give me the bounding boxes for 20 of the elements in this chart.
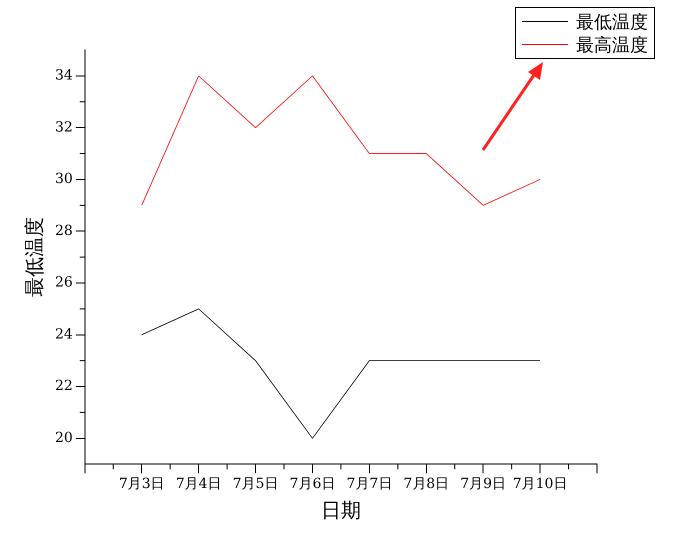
legend-label: 最低温度 (576, 10, 648, 34)
y-tick-label: 32 (54, 119, 73, 136)
y-axis-title: 最低温度 (22, 217, 46, 298)
y-tick-label: 24 (54, 326, 73, 342)
x-tick-label: 7月7日 (346, 476, 392, 492)
x-tick-label: 7月8日 (403, 476, 450, 492)
y-tick-label: 30 (54, 171, 73, 188)
x-tick-label: 7月6日 (290, 476, 336, 492)
y-tick-label: 28 (54, 222, 73, 239)
x-tick-label: 7月5日 (232, 476, 278, 492)
y-tick-label: 20 (54, 430, 73, 446)
x-tick-label: 7月3日 (118, 476, 165, 492)
x-tick-label: 7月4日 (176, 476, 222, 492)
legend-label: 最高温度 (576, 34, 648, 56)
y-tick-label: 22 (54, 378, 73, 394)
y-tick-label: 26 (54, 274, 73, 291)
x-tick-label: 7月10日 (512, 476, 568, 492)
x-tick-label: 7月9日 (460, 476, 506, 492)
x-axis-title: 日期 (320, 498, 361, 522)
y-tick-label: 34 (54, 68, 73, 84)
